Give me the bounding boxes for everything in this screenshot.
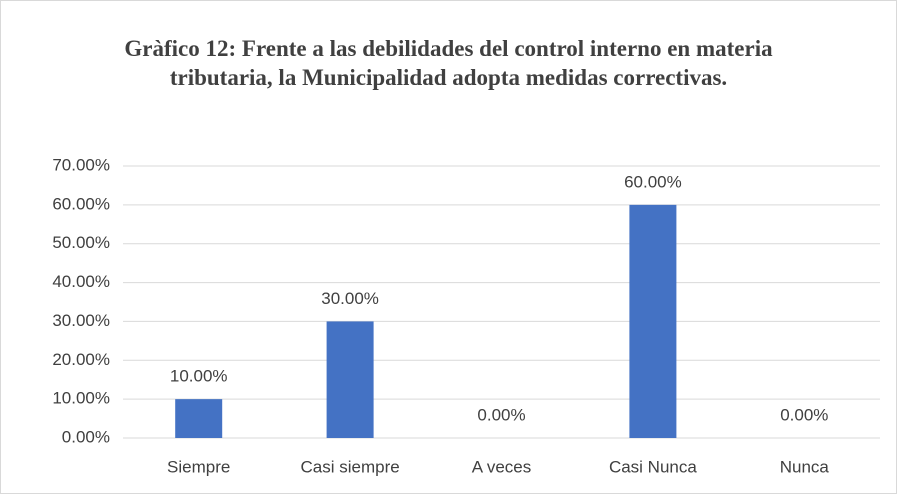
data-label: 30.00% [321, 289, 379, 308]
bar [629, 204, 677, 438]
y-tick-label: 0.00% [62, 427, 110, 446]
y-tick-label: 50.00% [52, 233, 110, 252]
x-tick-label: Casi Nunca [609, 457, 697, 476]
y-tick-label: 60.00% [52, 194, 110, 213]
y-tick-label: 20.00% [52, 350, 110, 369]
x-tick-label: Nunca [780, 457, 830, 476]
data-label: 60.00% [624, 172, 682, 191]
data-label: 0.00% [780, 405, 828, 424]
x-tick-label: Siempre [167, 457, 230, 476]
bar [175, 399, 223, 438]
data-label: 10.00% [170, 367, 228, 386]
y-tick-label: 40.00% [52, 272, 110, 291]
x-tick-label: Casi siempre [300, 457, 399, 476]
y-tick-label: 10.00% [52, 389, 110, 408]
x-tick-label: A veces [472, 457, 532, 476]
bar [326, 321, 374, 438]
y-tick-label: 70.00% [52, 155, 110, 174]
y-tick-label: 30.00% [52, 311, 110, 330]
chart-title: Gràfico 12: Frente a las debilidades del… [124, 36, 773, 90]
data-label: 0.00% [477, 405, 525, 424]
